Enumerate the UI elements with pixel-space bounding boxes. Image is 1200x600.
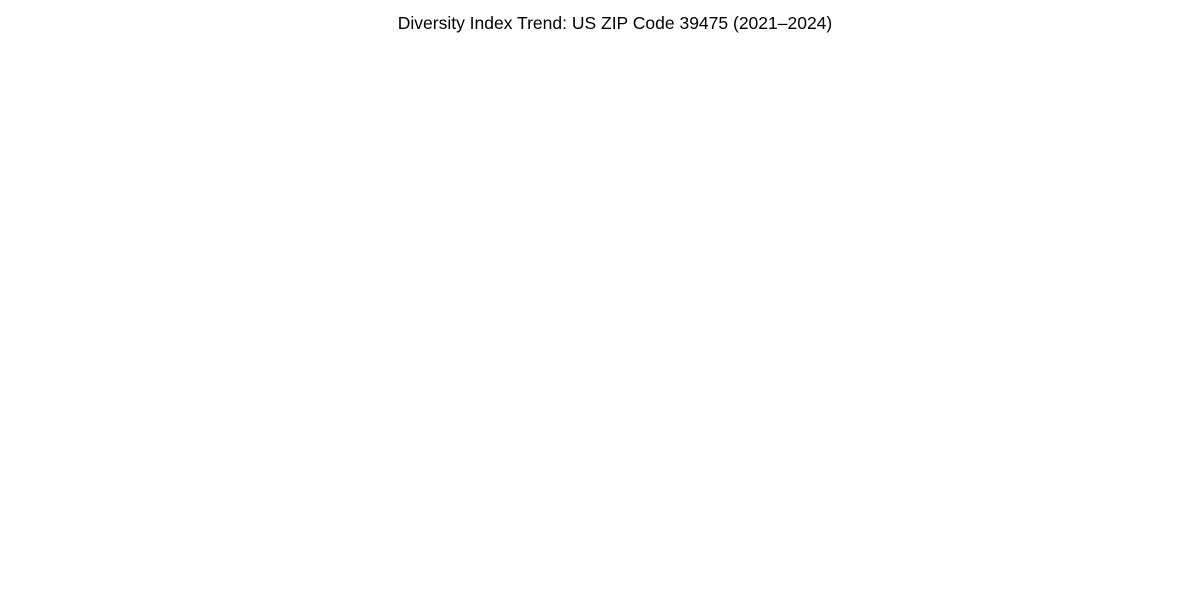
- chart-title: Diversity Index Trend: US ZIP Code 39475…: [398, 13, 833, 33]
